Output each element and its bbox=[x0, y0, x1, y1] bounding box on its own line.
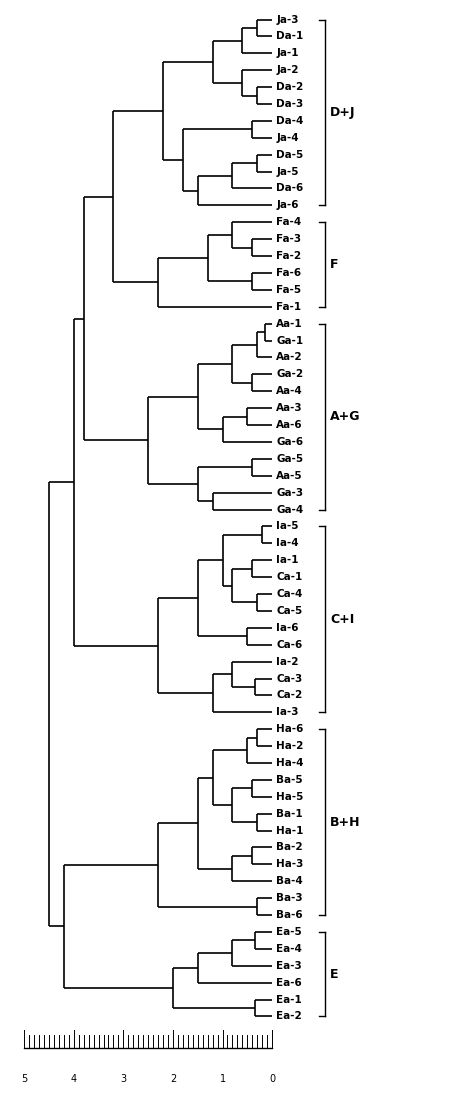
Text: Ea-5: Ea-5 bbox=[276, 927, 302, 937]
Text: Ga-6: Ga-6 bbox=[276, 437, 303, 447]
Text: Ga-4: Ga-4 bbox=[276, 504, 303, 514]
Text: Ha-5: Ha-5 bbox=[276, 792, 304, 802]
Text: F: F bbox=[330, 258, 338, 271]
Text: Da-5: Da-5 bbox=[276, 150, 303, 160]
Text: Ea-3: Ea-3 bbox=[276, 961, 302, 971]
Text: Ha-1: Ha-1 bbox=[276, 825, 304, 835]
Text: Aa-2: Aa-2 bbox=[276, 352, 303, 362]
Text: Ha-3: Ha-3 bbox=[276, 860, 304, 870]
Text: Ea-4: Ea-4 bbox=[276, 944, 302, 954]
Text: Ca-5: Ca-5 bbox=[276, 606, 302, 616]
Text: Ja-2: Ja-2 bbox=[276, 65, 298, 75]
Text: Ga-3: Ga-3 bbox=[276, 488, 303, 497]
Text: Ja-4: Ja-4 bbox=[276, 133, 299, 143]
Text: Ia-2: Ia-2 bbox=[276, 657, 298, 667]
Text: Ia-3: Ia-3 bbox=[276, 707, 298, 717]
Text: 0: 0 bbox=[269, 1074, 275, 1084]
Text: Ba-5: Ba-5 bbox=[276, 774, 303, 784]
Text: Da-1: Da-1 bbox=[276, 31, 303, 41]
Text: Ea-6: Ea-6 bbox=[276, 977, 302, 987]
Text: Ca-3: Ca-3 bbox=[276, 674, 302, 684]
Text: Ga-1: Ga-1 bbox=[276, 336, 303, 346]
Text: A+G: A+G bbox=[330, 410, 361, 423]
Text: Aa-4: Aa-4 bbox=[276, 387, 303, 397]
Text: Ja-6: Ja-6 bbox=[276, 201, 298, 211]
Text: Fa-5: Fa-5 bbox=[276, 285, 301, 295]
Text: Ba-6: Ba-6 bbox=[276, 910, 303, 920]
Text: 1: 1 bbox=[219, 1074, 226, 1084]
Text: 5: 5 bbox=[21, 1074, 27, 1084]
Text: Aa-1: Aa-1 bbox=[276, 319, 303, 329]
Text: 3: 3 bbox=[120, 1074, 127, 1084]
Text: Da-6: Da-6 bbox=[276, 184, 303, 194]
Text: Ja-5: Ja-5 bbox=[276, 166, 298, 176]
Text: Fa-4: Fa-4 bbox=[276, 217, 301, 227]
Text: Ia-4: Ia-4 bbox=[276, 538, 299, 548]
Text: 2: 2 bbox=[170, 1074, 176, 1084]
Text: D+J: D+J bbox=[330, 106, 356, 119]
Text: Ia-1: Ia-1 bbox=[276, 555, 298, 565]
Text: Da-3: Da-3 bbox=[276, 99, 303, 109]
Text: Ha-2: Ha-2 bbox=[276, 741, 304, 751]
Text: Ja-1: Ja-1 bbox=[276, 49, 298, 59]
Text: Ga-2: Ga-2 bbox=[276, 369, 303, 379]
Text: Fa-1: Fa-1 bbox=[276, 301, 301, 311]
Text: B+H: B+H bbox=[330, 815, 361, 829]
Text: Da-4: Da-4 bbox=[276, 116, 304, 126]
Text: Ia-6: Ia-6 bbox=[276, 623, 298, 633]
Text: Ca-6: Ca-6 bbox=[276, 639, 302, 649]
Text: C+I: C+I bbox=[330, 613, 354, 626]
Text: Fa-3: Fa-3 bbox=[276, 234, 301, 244]
Text: Aa-5: Aa-5 bbox=[276, 471, 303, 481]
Text: Ea-1: Ea-1 bbox=[276, 995, 302, 1005]
Text: Ha-6: Ha-6 bbox=[276, 725, 304, 735]
Text: Da-2: Da-2 bbox=[276, 82, 303, 92]
Text: Ia-5: Ia-5 bbox=[276, 522, 298, 532]
Text: Ja-3: Ja-3 bbox=[276, 14, 298, 24]
Text: Fa-2: Fa-2 bbox=[276, 252, 301, 261]
Text: 4: 4 bbox=[71, 1074, 77, 1084]
Text: E: E bbox=[330, 967, 338, 981]
Text: Aa-6: Aa-6 bbox=[276, 420, 303, 430]
Text: Ca-1: Ca-1 bbox=[276, 572, 302, 582]
Text: Fa-6: Fa-6 bbox=[276, 268, 301, 278]
Text: Ba-2: Ba-2 bbox=[276, 842, 303, 852]
Text: Ba-3: Ba-3 bbox=[276, 893, 303, 903]
Text: Ha-4: Ha-4 bbox=[276, 758, 304, 768]
Text: Ba-1: Ba-1 bbox=[276, 809, 303, 819]
Text: Ga-5: Ga-5 bbox=[276, 454, 303, 464]
Text: Ea-2: Ea-2 bbox=[276, 1012, 302, 1022]
Text: Ba-4: Ba-4 bbox=[276, 876, 303, 886]
Text: Ca-4: Ca-4 bbox=[276, 589, 302, 599]
Text: Ca-2: Ca-2 bbox=[276, 690, 302, 700]
Text: Aa-3: Aa-3 bbox=[276, 403, 303, 413]
